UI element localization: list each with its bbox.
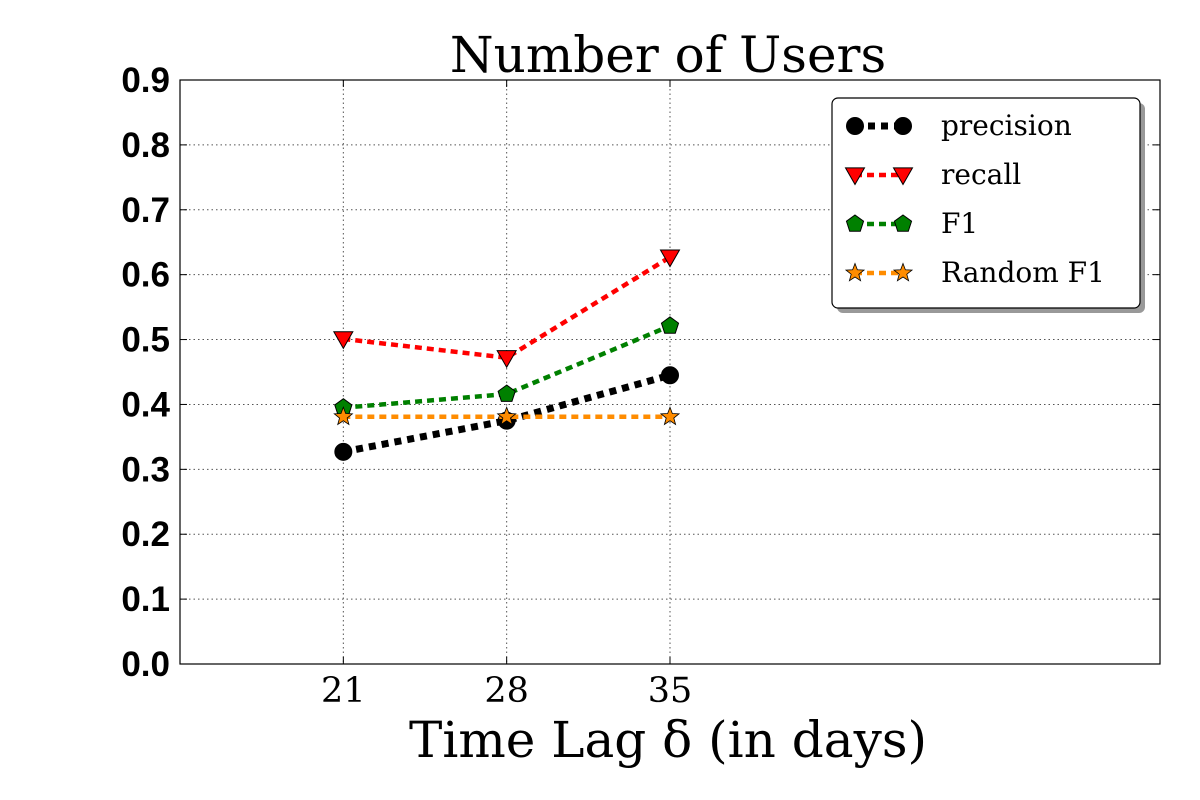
legend-marker xyxy=(846,117,864,135)
y-tick-label: 0.8 xyxy=(121,126,170,165)
legend-label: precision xyxy=(941,109,1072,142)
data-point xyxy=(496,406,517,426)
series-f1 xyxy=(334,316,680,416)
y-tick-label: 0.6 xyxy=(121,256,170,295)
y-tick-label: 0.9 xyxy=(121,61,170,100)
series-recall xyxy=(332,249,681,369)
data-point xyxy=(661,366,679,385)
x-tick-label: 21 xyxy=(321,671,366,711)
y-tick-label: 0.3 xyxy=(121,450,170,489)
legend-label: F1 xyxy=(941,207,978,240)
data-point xyxy=(334,442,353,461)
legend-item: Random F1 xyxy=(844,256,1105,289)
y-tick-label: 0.2 xyxy=(121,515,170,554)
chart-title: Number of Users xyxy=(450,26,886,84)
legend-marker xyxy=(893,214,913,232)
series-area xyxy=(332,249,681,461)
plot-frame xyxy=(179,79,1161,665)
legend-item: recall xyxy=(844,158,1021,191)
legend: precision recall F1 Random F1 xyxy=(831,97,1145,313)
y-tick-label: 0.7 xyxy=(121,191,170,230)
legend-box xyxy=(831,97,1141,309)
legend-marker xyxy=(845,214,865,232)
legend-marker xyxy=(844,262,866,282)
data-point xyxy=(497,384,516,402)
data-point xyxy=(659,406,681,426)
legend-label: Random F1 xyxy=(941,256,1105,289)
y-tick-label: 0.0 xyxy=(121,645,170,684)
y-tick-label: 0.4 xyxy=(121,385,170,424)
series-line xyxy=(343,255,672,361)
legend-marker xyxy=(892,262,914,282)
axes: 0.0 0.1 0.2 0.3 0.4 0.5 0.6 0.7 0.8 0.9 21 28 35 xyxy=(121,61,1161,711)
data-point xyxy=(660,316,680,334)
legend-marker xyxy=(844,167,866,186)
series-line xyxy=(343,323,671,410)
legend-label: recall xyxy=(941,158,1021,191)
data-point xyxy=(333,406,354,426)
x-tick-label: 35 xyxy=(648,671,693,711)
legend-item: precision xyxy=(846,109,1072,142)
data-point xyxy=(332,331,354,350)
data-point xyxy=(496,350,518,369)
y-tick-label: 0.1 xyxy=(121,580,170,619)
x-axis-label: Time Lag δ (in days) xyxy=(409,711,927,769)
legend-marker xyxy=(894,117,912,135)
x-tick-label: 28 xyxy=(484,671,529,711)
legend-item: F1 xyxy=(845,207,978,240)
series-line xyxy=(342,371,671,456)
legend-marker xyxy=(892,167,914,186)
y-tick-label: 0.5 xyxy=(121,321,170,360)
series-random-f1 xyxy=(333,406,681,426)
data-point xyxy=(659,249,681,268)
